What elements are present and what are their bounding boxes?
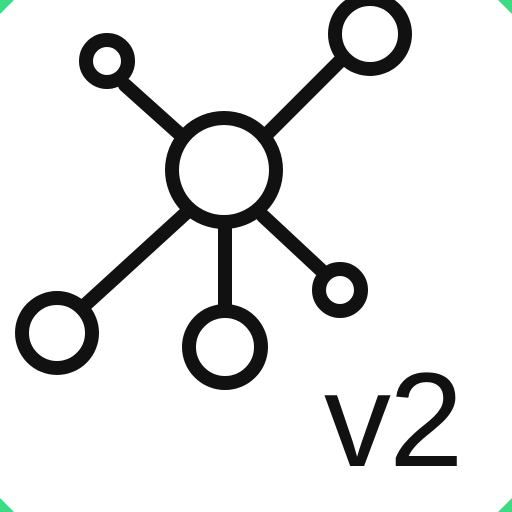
edge-top-right (257, 53, 348, 144)
node-bottom-center (182, 304, 268, 390)
node-top-left (79, 33, 135, 89)
node-bottom-left (15, 291, 99, 375)
edge-top-left (118, 78, 190, 144)
node-top-right (328, 0, 412, 76)
corner-accent-bottom-right (498, 498, 512, 512)
hub-node (165, 111, 283, 229)
node-bottom-right (312, 262, 368, 318)
edge-bottom-right (256, 209, 329, 278)
corner-accent-bottom-left (0, 498, 14, 512)
corner-accent-top-right (498, 0, 512, 14)
edge-bottom-left (77, 205, 194, 313)
version-label: v2 (324, 346, 464, 495)
corner-accent-top-left (0, 0, 14, 14)
